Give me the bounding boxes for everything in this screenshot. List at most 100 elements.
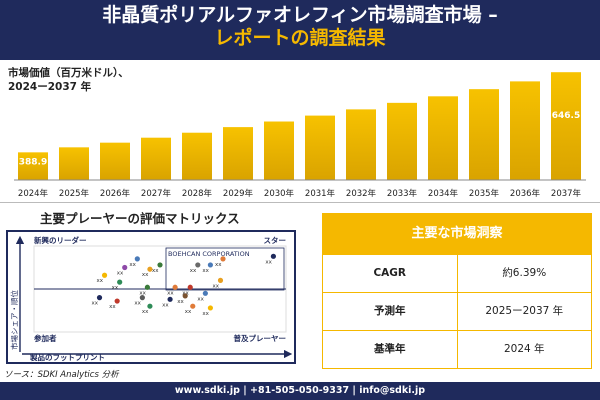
quadrant-bottom-left: 参加者: [34, 333, 57, 343]
section-divider: [0, 202, 600, 203]
player-marker: [114, 298, 120, 304]
market-value-bar-chart: 388.9 646.5 2024年 2025年 2026年 2027年 2028年 2029…: [14, 72, 586, 199]
x-tick-label: 2031年: [305, 188, 336, 199]
x-tick-label: 2034年: [428, 188, 459, 199]
insight-value: 約6.39%: [502, 267, 547, 279]
player-label: xx: [190, 268, 197, 274]
player-label: xx: [109, 304, 116, 310]
insight-row: 基準年 2024 年: [323, 330, 591, 368]
x-tick-label: 2032年: [346, 188, 377, 199]
player-marker: [182, 293, 188, 299]
player-marker: [207, 262, 213, 268]
bar-2036年: [510, 81, 540, 180]
bar-2027年: [141, 137, 171, 180]
player-label: xx: [215, 262, 222, 268]
player-marker: [195, 262, 201, 268]
x-tick-label: 2030年: [264, 188, 295, 199]
player-marker: [117, 279, 123, 285]
contact-footer[interactable]: www.sdki.jp | +81-505-050-9337 | info@sd…: [0, 382, 600, 400]
player-marker: [217, 277, 224, 283]
key-insights-table: 主要な市場洞察 CAGR 約6.39% 予測年 2025ー2037 年 基準年 …: [322, 213, 592, 369]
player-label: xx: [142, 309, 149, 315]
player-label: xx: [162, 302, 169, 308]
player-label: xx: [92, 301, 99, 307]
bar-value-label: 388.9: [19, 157, 47, 167]
player-marker: [220, 256, 226, 262]
report-title: 非晶質ポリアルファオレフィン市場調査市場 –: [102, 4, 498, 26]
market-value-label: 市場価値（百万米ドル）、 2024ー2037 年: [8, 66, 129, 94]
bar-2026年: [100, 142, 130, 180]
x-tick-label: 2025年: [59, 188, 90, 199]
x-tick-label: 2035年: [469, 188, 500, 199]
x-axis-label: 製品のフットプリント: [29, 352, 105, 362]
bar-2031年: [305, 115, 335, 180]
player-label: xx: [212, 283, 219, 289]
player-marker: [147, 266, 153, 272]
insight-key: 基準年: [323, 331, 458, 368]
insight-key: CAGR: [323, 255, 458, 292]
insight-value: 2024 年: [503, 343, 545, 355]
player-label: xx: [134, 301, 141, 307]
highlight-region: [165, 247, 285, 291]
report-header: 非晶質ポリアルファオレフィン市場調査市場 – レポートの調査結果: [0, 0, 600, 60]
player-label: xx: [177, 299, 184, 305]
player-label: xx: [202, 268, 209, 274]
bar-2034年: [428, 96, 458, 180]
x-tick-label: 2024年: [18, 188, 49, 199]
player-label: xx: [152, 268, 159, 274]
bar-2028年: [182, 132, 212, 180]
player-marker: [147, 303, 153, 309]
bar-2037年: [551, 72, 581, 180]
player-marker: [96, 295, 103, 301]
player-label: xx: [197, 296, 204, 302]
player-marker: [122, 264, 128, 271]
player-label: xx: [97, 278, 104, 284]
player-marker: [190, 303, 196, 309]
player-marker: [139, 295, 145, 301]
x-tick-label: 2028年: [182, 188, 213, 199]
market-value-label-line2: 2024ー2037 年: [8, 81, 92, 93]
quadrant-top-left: 新興のリーダー: [34, 235, 87, 245]
source-note: ソース：SDKI Analytics 分析: [4, 370, 119, 380]
x-tick-label: 2026年: [100, 188, 131, 199]
player-marker: [101, 272, 108, 278]
player-label: xx: [139, 290, 146, 296]
player-label: xx: [129, 262, 136, 268]
insight-value: 2025ー2037 年: [485, 305, 564, 317]
bar-2033年: [387, 102, 417, 180]
insight-key: 予測年: [323, 293, 458, 330]
player-marker: [270, 253, 276, 259]
quadrant-top-right: スター: [264, 235, 287, 245]
bar-value-label: 646.5: [552, 111, 580, 121]
player-label: xx: [182, 290, 189, 296]
player-marker: [207, 305, 213, 311]
player-marker: [172, 284, 178, 290]
player-label: xx: [117, 271, 124, 277]
report-subtitle: レポートの調査結果: [214, 27, 386, 49]
x-tick-label: 2029年: [223, 188, 254, 199]
evaluation-matrix: 新興のリーダー スター 参加者 普及プレーヤー BOEHCAN CORPORAT…: [6, 230, 296, 364]
player-marker: [134, 256, 140, 262]
player-marker: [144, 284, 150, 290]
player-label: xx: [202, 311, 209, 317]
player-marker: [167, 296, 173, 302]
key-insights-header: 主要な市場洞察: [323, 214, 591, 254]
player-marker: [187, 284, 193, 290]
x-tick-label: 2036年: [510, 188, 541, 199]
player-marker: [157, 262, 163, 268]
bar-2024年: [18, 152, 48, 180]
market-value-label-line1: 市場価値（百万米ドル）、: [8, 67, 129, 79]
highlight-company-label: BOEHCAN CORPORATION: [168, 250, 250, 258]
x-tick-label: 2037年: [551, 188, 582, 199]
bar-2029年: [223, 127, 253, 180]
bar-2032年: [346, 109, 376, 180]
insight-row: CAGR 約6.39%: [323, 254, 591, 292]
player-label: xx: [185, 309, 192, 315]
insight-row: 予測年 2025ー2037 年: [323, 292, 591, 330]
bar-2035年: [469, 89, 499, 180]
matrix-title: 主要プレーヤーの評価マトリックス: [40, 211, 240, 226]
x-tick-label: 2033年: [387, 188, 418, 199]
player-label: xx: [112, 285, 119, 291]
player-label: xx: [142, 272, 149, 278]
player-marker: [202, 290, 208, 296]
